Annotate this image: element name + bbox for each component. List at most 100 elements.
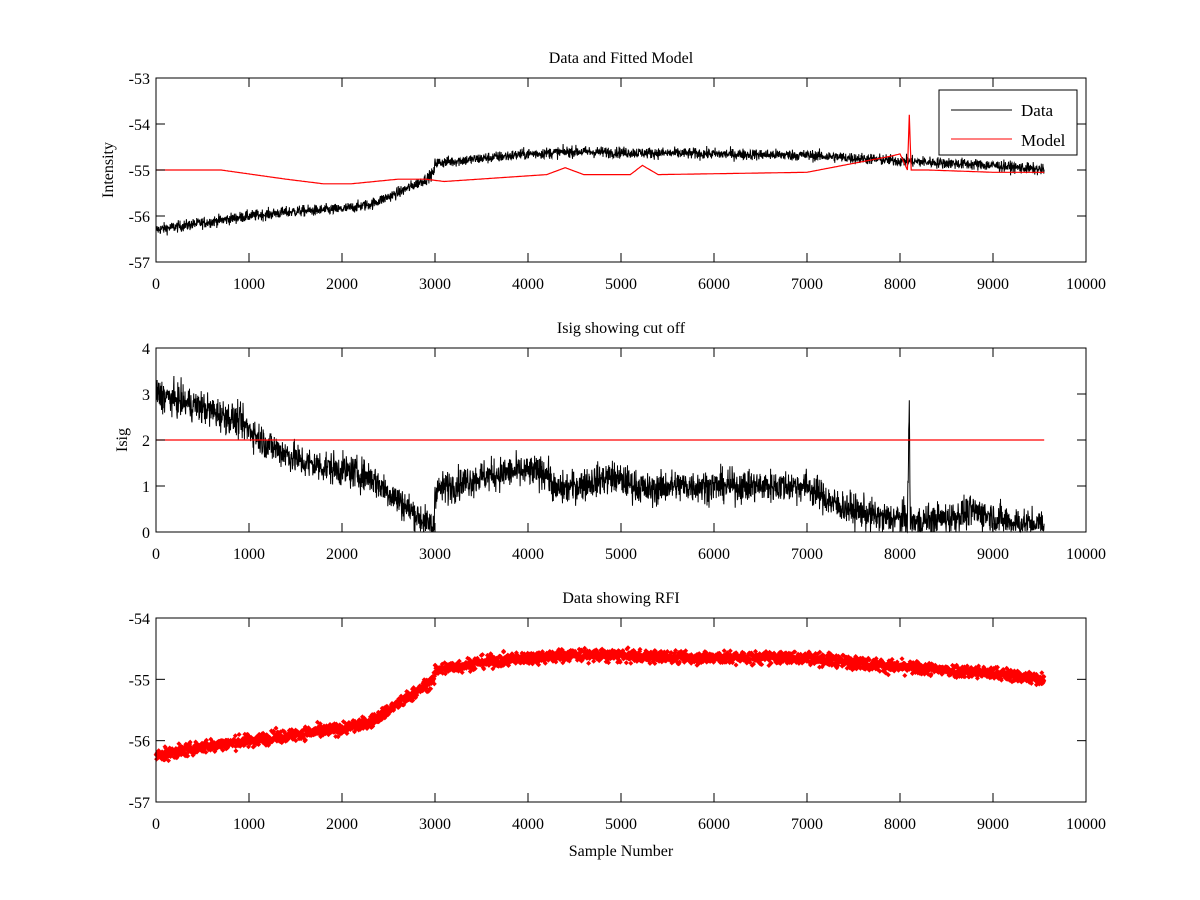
data-point <box>885 672 891 678</box>
data-point <box>792 649 798 655</box>
legend-box <box>938 89 1078 156</box>
data-point <box>317 721 323 727</box>
y-tick-label: -55 <box>129 672 150 689</box>
x-tick-label: 2000 <box>326 276 358 293</box>
y-tick-label: 4 <box>142 341 150 358</box>
data-point <box>889 656 895 662</box>
y-tick-label: -55 <box>129 163 150 180</box>
x-tick-label: 2000 <box>326 816 358 833</box>
legend-entry-data: Data <box>1021 101 1054 120</box>
data-point <box>902 673 908 678</box>
data-point <box>751 661 756 667</box>
series-line-isig <box>155 375 1045 534</box>
data-point <box>637 646 643 652</box>
y-tick-label: -56 <box>129 209 150 226</box>
data-point <box>591 658 597 664</box>
x-tick-label: 7000 <box>791 276 823 293</box>
data-point <box>617 659 623 665</box>
x-tick-label: 8000 <box>884 276 916 293</box>
data-point <box>456 658 462 664</box>
x-axis-label: Sample Number <box>569 843 674 860</box>
x-tick-label: 10000 <box>1066 546 1106 563</box>
data-point <box>542 660 548 666</box>
x-tick-label: 3000 <box>419 546 451 563</box>
y-tick-label: 1 <box>142 479 150 496</box>
data-point <box>606 660 611 666</box>
data-point <box>293 738 299 744</box>
x-tick-label: 4000 <box>512 546 544 563</box>
x-tick-label: 3000 <box>419 816 451 833</box>
data-point <box>472 666 478 672</box>
data-point <box>628 660 634 666</box>
data-point <box>203 737 209 743</box>
x-tick-label: 4000 <box>512 816 544 833</box>
data-point <box>652 661 658 666</box>
data-point <box>995 664 1000 670</box>
data-point <box>817 649 823 655</box>
y-tick-label: -53 <box>129 71 150 88</box>
data-point <box>899 656 905 662</box>
x-tick-label: 9000 <box>977 546 1009 563</box>
legend-entry-model: Model <box>1021 131 1066 150</box>
x-tick-label: 4000 <box>512 276 544 293</box>
data-point <box>1028 680 1034 686</box>
series-line-model <box>156 114 1045 185</box>
data-point <box>866 657 872 663</box>
x-tick-label: 10000 <box>1066 816 1106 833</box>
data-point <box>236 732 242 737</box>
x-tick-label: 5000 <box>605 546 637 563</box>
x-tick-label: 8000 <box>884 546 916 563</box>
x-tick-label: 1000 <box>233 816 265 833</box>
data-point <box>677 659 683 665</box>
x-tick-label: 6000 <box>698 546 730 563</box>
y-tick-label: -56 <box>129 734 150 751</box>
x-tick-label: 6000 <box>698 276 730 293</box>
x-tick-label: 0 <box>152 816 160 833</box>
data-point <box>1041 677 1047 683</box>
data-point <box>459 670 465 675</box>
data-point <box>480 652 485 658</box>
data-point <box>185 753 191 759</box>
data-point <box>727 648 733 654</box>
data-point <box>733 662 739 668</box>
x-tick-label: 9000 <box>977 276 1009 293</box>
data-point <box>768 660 774 666</box>
y-tick-label: 2 <box>142 433 150 450</box>
y-tick-label: 0 <box>142 525 150 542</box>
data-point <box>721 648 727 654</box>
x-tick-label: 5000 <box>605 816 637 833</box>
data-point <box>683 648 689 654</box>
x-tick-label: 5000 <box>605 276 637 293</box>
x-tick-label: 2000 <box>326 546 358 563</box>
data-point <box>673 648 679 653</box>
plot-frame <box>155 617 1087 803</box>
x-tick-label: 1000 <box>233 546 265 563</box>
data-point <box>1039 670 1045 676</box>
x-tick-label: 0 <box>152 546 160 563</box>
x-tick-label: 0 <box>152 276 160 293</box>
data-point <box>428 686 434 692</box>
data-point <box>536 662 542 668</box>
panel-isig-showing-cut-off: Isig showing cut off Isig 0 1000 2000 3000 4… <box>114 320 1106 563</box>
y-tick-label: 3 <box>142 387 150 404</box>
data-point <box>166 758 171 764</box>
chart-title: Data and Fitted Model <box>549 50 694 67</box>
y-tick-label: -57 <box>129 795 150 812</box>
data-point <box>586 660 592 666</box>
panel-data-and-fitted-model: Data and Fitted Model Intensity 0 1000 200… <box>100 50 1106 293</box>
x-tick-label: 9000 <box>977 816 1009 833</box>
x-tick-label: 7000 <box>791 546 823 563</box>
data-point <box>251 743 257 749</box>
x-tick-label: 1000 <box>233 276 265 293</box>
data-point <box>625 645 631 651</box>
data-point <box>501 648 507 654</box>
data-point <box>233 748 239 754</box>
data-point <box>582 645 588 651</box>
y-tick-label: -57 <box>129 255 150 272</box>
legend: Data Model <box>938 89 1078 156</box>
chart-title: Isig showing cut off <box>557 320 686 337</box>
y-axis-label: Intensity <box>100 142 117 198</box>
data-point <box>481 666 487 672</box>
data-point <box>273 725 279 731</box>
